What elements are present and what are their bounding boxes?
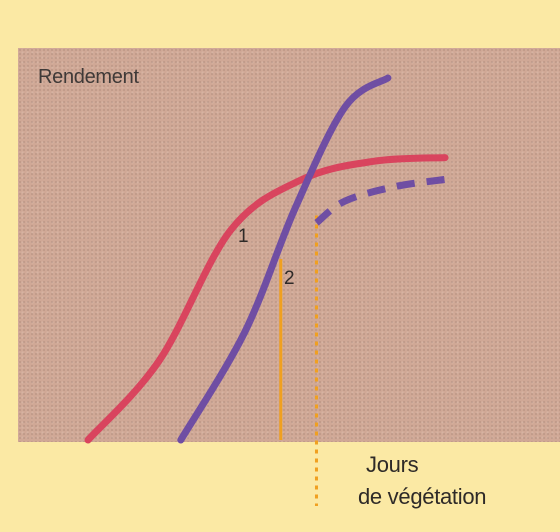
x-axis-label-line-2: de végétation	[358, 484, 487, 509]
series-1-line	[84, 154, 449, 444]
plot-area	[18, 48, 560, 442]
series-1-label: 1	[238, 226, 249, 247]
x-axis-label-line-1: Jours	[366, 452, 419, 477]
series-3-line	[314, 175, 446, 226]
y-axis-label: Rendement	[38, 66, 139, 88]
series-2-label: 2	[284, 268, 295, 289]
series-2-line	[177, 74, 392, 444]
